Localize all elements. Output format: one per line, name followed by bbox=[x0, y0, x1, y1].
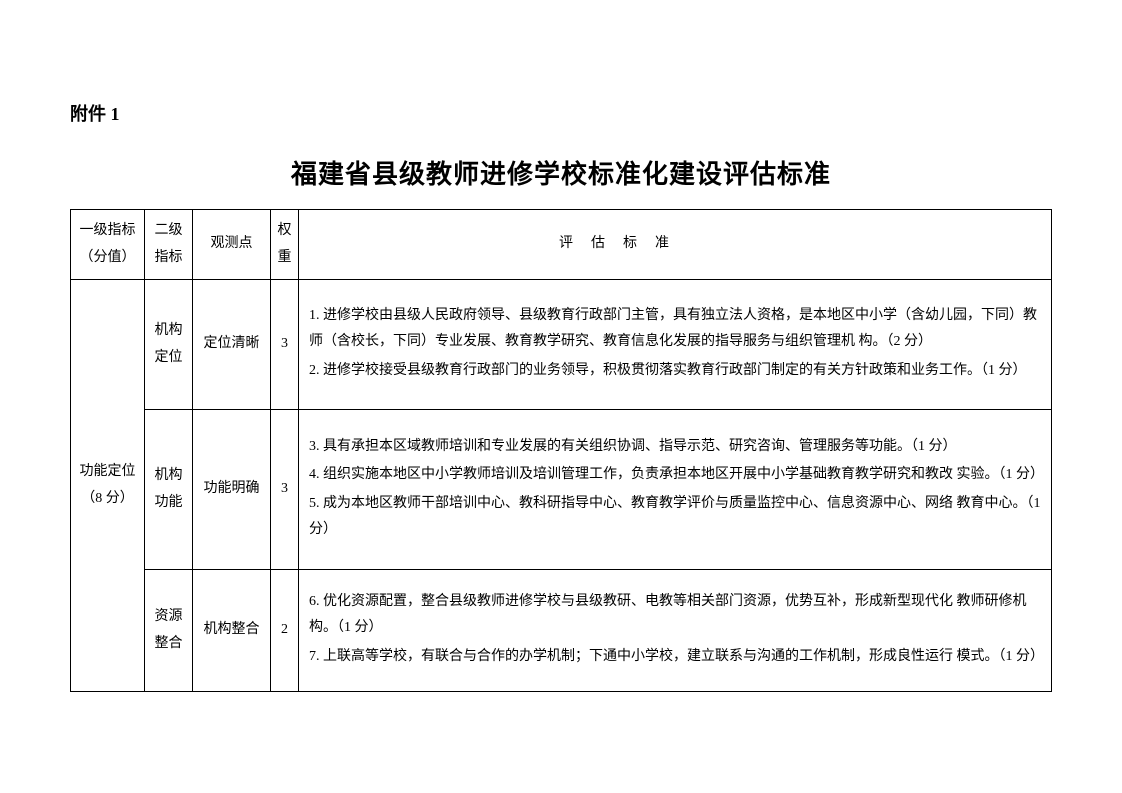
evaluation-table: 一级指标（分值） 二级指标 观测点 权重 评估标准 功能定位 （8 分） 机构定… bbox=[70, 209, 1052, 692]
page-title: 福建省县级教师进修学校标准化建设评估标准 bbox=[70, 154, 1052, 191]
level2-cell: 机构功能 bbox=[145, 410, 193, 570]
table-row: 资源整合 机构整合 2 6. 优化资源配置，整合县级教师进修学校与县级教研、电教… bbox=[71, 570, 1052, 692]
criteria-cell: 3. 具有承担本区域教师培训和专业发展的有关组织协调、指导示范、研究咨询、管理服… bbox=[299, 410, 1052, 570]
criteria-item: 2. 进修学校接受县级教育行政部门的业务领导，积极贯彻落实教育行政部门制定的有关… bbox=[309, 358, 1041, 385]
criteria-item: 7. 上联高等学校，有联合与合作的办学机制；下通中小学校，建立联系与沟通的工作机… bbox=[309, 644, 1041, 671]
level1-score: （8 分） bbox=[75, 486, 140, 513]
attachment-label: 附件 1 bbox=[70, 100, 1052, 126]
obs-cell: 功能明确 bbox=[193, 410, 271, 570]
criteria-item: 4. 组织实施本地区中小学教师培训及培训管理工作，负责承担本地区开展中小学基础教… bbox=[309, 462, 1041, 489]
table-row: 机构功能 功能明确 3 3. 具有承担本区域教师培训和专业发展的有关组织协调、指… bbox=[71, 410, 1052, 570]
level2-cell: 资源整合 bbox=[145, 570, 193, 692]
header-obs: 观测点 bbox=[193, 210, 271, 280]
header-level1: 一级指标（分值） bbox=[71, 210, 145, 280]
level2-cell: 机构定位 bbox=[145, 280, 193, 410]
weight-cell: 2 bbox=[271, 570, 299, 692]
table-header-row: 一级指标（分值） 二级指标 观测点 权重 评估标准 bbox=[71, 210, 1052, 280]
obs-cell: 定位清晰 bbox=[193, 280, 271, 410]
criteria-item: 3. 具有承担本区域教师培训和专业发展的有关组织协调、指导示范、研究咨询、管理服… bbox=[309, 434, 1041, 461]
criteria-item: 5. 成为本地区教师干部培训中心、教科研指导中心、教育教学评价与质量监控中心、信… bbox=[309, 491, 1041, 544]
header-weight: 权重 bbox=[271, 210, 299, 280]
header-criteria: 评估标准 bbox=[299, 210, 1052, 280]
criteria-cell: 1. 进修学校由县级人民政府领导、县级教育行政部门主管，具有独立法人资格，是本地… bbox=[299, 280, 1052, 410]
criteria-item: 1. 进修学校由县级人民政府领导、县级教育行政部门主管，具有独立法人资格，是本地… bbox=[309, 303, 1041, 356]
header-level2: 二级指标 bbox=[145, 210, 193, 280]
table-row: 功能定位 （8 分） 机构定位 定位清晰 3 1. 进修学校由县级人民政府领导、… bbox=[71, 280, 1052, 410]
obs-cell: 机构整合 bbox=[193, 570, 271, 692]
level1-name: 功能定位 bbox=[75, 459, 140, 486]
weight-cell: 3 bbox=[271, 410, 299, 570]
criteria-item: 6. 优化资源配置，整合县级教师进修学校与县级教研、电教等相关部门资源，优势互补… bbox=[309, 589, 1041, 642]
level1-cell: 功能定位 （8 分） bbox=[71, 280, 145, 692]
criteria-cell: 6. 优化资源配置，整合县级教师进修学校与县级教研、电教等相关部门资源，优势互补… bbox=[299, 570, 1052, 692]
weight-cell: 3 bbox=[271, 280, 299, 410]
